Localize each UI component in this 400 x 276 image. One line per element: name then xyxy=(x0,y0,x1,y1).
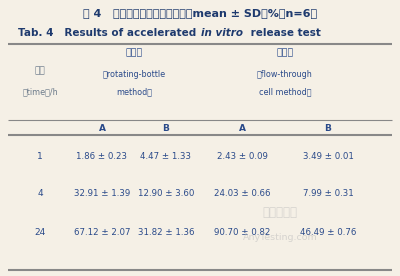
Text: in vitro: in vitro xyxy=(201,28,243,38)
Text: B: B xyxy=(162,124,170,133)
Text: method）: method） xyxy=(116,87,152,96)
Text: 1.86 ± 0.23: 1.86 ± 0.23 xyxy=(76,152,128,161)
Text: 2.43 ± 0.09: 2.43 ± 0.09 xyxy=(216,152,268,161)
Text: （time）/h: （time）/h xyxy=(22,87,58,96)
Text: 90.70 ± 0.82: 90.70 ± 0.82 xyxy=(214,228,270,237)
Text: 流池法: 流池法 xyxy=(276,48,294,57)
Text: A: A xyxy=(238,124,246,133)
Text: 24: 24 xyxy=(34,228,46,237)
Text: Tab. 4   Results of accelerated: Tab. 4 Results of accelerated xyxy=(18,28,200,38)
Text: 67.12 ± 2.07: 67.12 ± 2.07 xyxy=(74,228,130,237)
Text: 46.49 ± 0.76: 46.49 ± 0.76 xyxy=(300,228,356,237)
Text: （rotating-bottle: （rotating-bottle xyxy=(102,70,166,79)
Text: 7.99 ± 0.31: 7.99 ± 0.31 xyxy=(303,189,353,198)
Text: A: A xyxy=(98,124,106,133)
Text: 转瓶法: 转瓶法 xyxy=(125,48,143,57)
Text: 24.03 ± 0.66: 24.03 ± 0.66 xyxy=(214,189,270,198)
Text: 32.91 ± 1.39: 32.91 ± 1.39 xyxy=(74,189,130,198)
Text: AnyTesting.com: AnyTesting.com xyxy=(243,233,317,242)
Text: cell method）: cell method） xyxy=(259,87,311,96)
Text: （flow-through: （flow-through xyxy=(257,70,313,79)
Text: 31.82 ± 1.36: 31.82 ± 1.36 xyxy=(138,228,194,237)
Text: 4.47 ± 1.33: 4.47 ± 1.33 xyxy=(140,152,192,161)
Text: 12.90 ± 3.60: 12.90 ± 3.60 xyxy=(138,189,194,198)
Text: 3.49 ± 0.01: 3.49 ± 0.01 xyxy=(302,152,354,161)
Text: 4: 4 xyxy=(37,189,43,198)
Text: B: B xyxy=(324,124,332,133)
Text: release test: release test xyxy=(247,28,321,38)
Text: 1: 1 xyxy=(37,152,43,161)
Text: 时间: 时间 xyxy=(35,66,45,75)
Text: 表 4   体外加速试验释放度结果（mean ± SD，%，n=6）: 表 4 体外加速试验释放度结果（mean ± SD，%，n=6） xyxy=(83,8,317,18)
Text: 嘉峪检测网: 嘉峪检测网 xyxy=(262,206,298,219)
